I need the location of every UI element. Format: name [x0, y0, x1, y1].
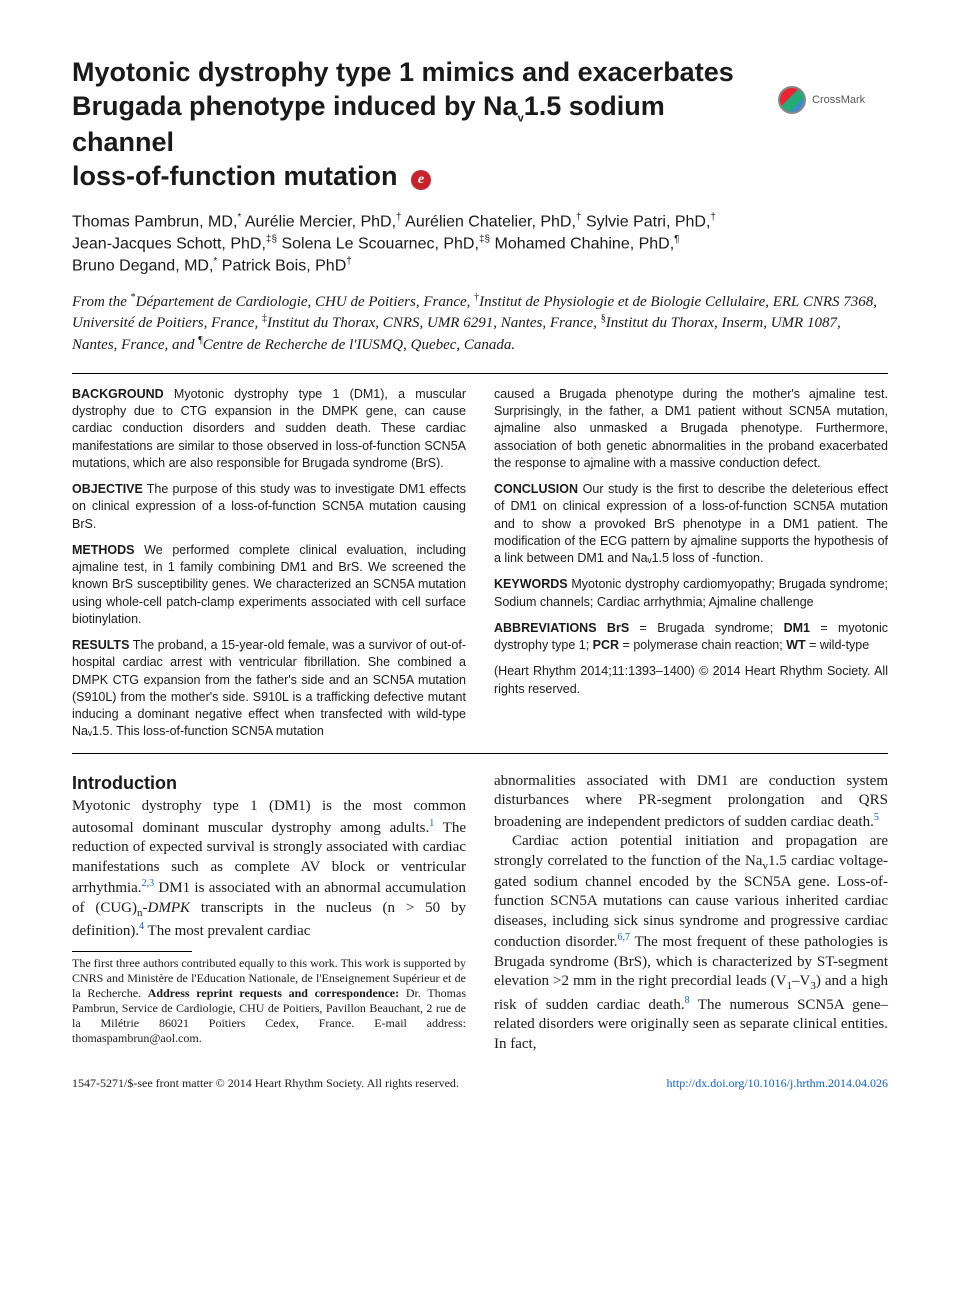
affil-mark: ¶: [674, 234, 679, 245]
crossmark-icon: [778, 86, 806, 114]
citation-link[interactable]: 5: [874, 812, 879, 823]
affil-mark: †: [576, 212, 582, 223]
abs-key-objective: OBJECTIVE: [72, 482, 143, 496]
affil-text: Département de Cardiologie, CHU de Poiti…: [136, 294, 475, 310]
abs-key-background: BACKGROUND: [72, 387, 164, 401]
rule-top: [72, 373, 888, 374]
affil-mark: *: [213, 256, 217, 267]
abbrev-k: DM1: [784, 621, 810, 635]
citation-link[interactable]: 2,3: [142, 878, 155, 889]
intro-p2: abnormalities associated with DM1 are co…: [494, 772, 888, 833]
intro-p3: Cardiac action potential initiation and …: [494, 832, 888, 1054]
abstract: BACKGROUND Myotonic dystrophy type 1 (DM…: [72, 386, 888, 741]
author: Solena Le Scouarnec, PhD,: [281, 236, 478, 253]
author: Thomas Pambrun, MD,: [72, 214, 237, 231]
affil-text: Institut du Thorax, CNRS, UMR 6291, Nant…: [267, 315, 601, 331]
affiliations: From the *Département de Cardiologie, CH…: [72, 291, 888, 355]
affil-mark: ‡§: [266, 234, 277, 245]
page: Myotonic dystrophy type 1 mimics and exa…: [0, 0, 960, 1131]
abs-citation: (Heart Rhythm 2014;11:1393–1400) © 2014 …: [494, 664, 888, 695]
author-list: Thomas Pambrun, MD,* Aurélie Mercier, Ph…: [72, 211, 888, 277]
section-heading-introduction: Introduction: [72, 772, 466, 795]
footnote-text: The first three authors contributed equa…: [72, 956, 466, 1046]
affil-mark: †: [346, 256, 352, 267]
affil-mark: *: [237, 212, 241, 223]
abbrev-v: = wild-type: [806, 638, 870, 652]
abbrev-k: PCR: [593, 638, 619, 652]
affil-lead: From the: [72, 294, 131, 310]
intro-text: abnormalities associated with DM1 are co…: [494, 773, 888, 830]
title-line-1: Myotonic dystrophy type 1 mimics and exa…: [72, 57, 734, 87]
intro-text: –V: [792, 973, 810, 989]
body-columns: Introduction Myotonic dystrophy type 1 (…: [72, 772, 888, 1055]
crossmark-widget[interactable]: CrossMark: [778, 86, 888, 114]
title-line-3: loss-of-function mutation: [72, 161, 397, 191]
abs-key-results: RESULTS: [72, 638, 129, 652]
citation-link[interactable]: 6,7: [618, 932, 631, 943]
gene-italic: DMPK: [148, 900, 191, 916]
author: Sylvie Patri, PhD,: [586, 214, 710, 231]
intro-block: Introduction Myotonic dystrophy type 1 (…: [72, 772, 466, 942]
doi-link[interactable]: http://dx.doi.org/10.1016/j.hrthm.2014.0…: [667, 1076, 888, 1091]
intro-text: Myotonic dystrophy type 1 (DM1) is the m…: [72, 798, 466, 836]
header-row: Myotonic dystrophy type 1 mimics and exa…: [72, 56, 888, 193]
author: Patrick Bois, PhD: [222, 258, 346, 275]
affil-mark: †: [710, 212, 716, 223]
footnote-block: The first three authors contributed equa…: [72, 951, 466, 1046]
crossmark-label: CrossMark: [812, 94, 865, 106]
affil-mark: †: [396, 212, 402, 223]
abs-key-conclusion: CONCLUSION: [494, 482, 578, 496]
abbrev-k: WT: [786, 638, 805, 652]
abbrev-v: = Brugada syndrome;: [629, 621, 783, 635]
page-footer: 1547-5271/$-see front matter © 2014 Hear…: [72, 1076, 888, 1091]
footnote-rule: [72, 951, 192, 952]
author: Mohamed Chahine, PhD,: [495, 236, 675, 253]
footer-copyright: 1547-5271/$-see front matter © 2014 Hear…: [72, 1076, 459, 1091]
abs-key-abbrev: ABBREVIATIONS: [494, 621, 597, 635]
affil-mark: ‡§: [479, 234, 490, 245]
footnote-bold: Address reprint requests and corresponde…: [148, 986, 399, 1000]
abs-key-keywords: KEYWORDS: [494, 577, 568, 591]
abbrev-v: = polymerase chain reaction;: [619, 638, 786, 652]
author: Aurélien Chatelier, PhD,: [405, 214, 576, 231]
abs-key-methods: METHODS: [72, 543, 135, 557]
article-title: Myotonic dystrophy type 1 mimics and exa…: [72, 56, 758, 193]
online-badge-icon: e: [411, 170, 431, 190]
affil-text: Centre de Recherche de l'IUSMQ, Quebec, …: [203, 337, 515, 353]
abs-results-cont: caused a Brugada phenotype during the mo…: [494, 387, 888, 470]
rule-bottom: [72, 753, 888, 754]
intro-text: The most prevalent cardiac: [144, 923, 310, 939]
author: Aurélie Mercier, PhD,: [245, 214, 396, 231]
author: Bruno Degand, MD,: [72, 258, 213, 275]
abs-results: The proband, a 15-year-old female, was a…: [72, 638, 466, 738]
title-line-2a: Brugada phenotype induced by Na: [72, 91, 518, 121]
author: Jean-Jacques Schott, PhD,: [72, 236, 266, 253]
abbrev-k: BrS: [597, 621, 630, 635]
